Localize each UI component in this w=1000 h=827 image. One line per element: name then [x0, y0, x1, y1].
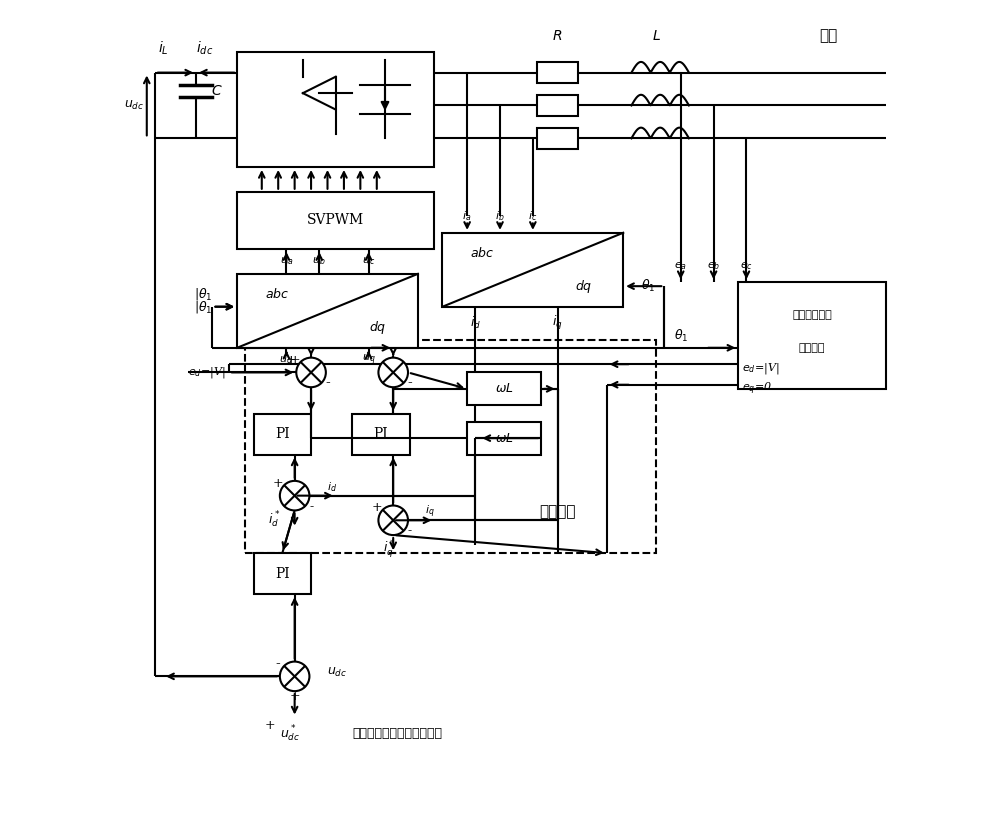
Text: $|\theta_1$: $|\theta_1$ [194, 299, 212, 315]
Bar [237, 52, 434, 167]
Text: 电网: 电网 [819, 28, 838, 43]
Text: $\omega L$: $\omega L$ [495, 382, 513, 395]
Text: $u_{dc}$: $u_{dc}$ [124, 99, 145, 112]
Bar [245, 340, 656, 553]
Text: $i_{dc}$: $i_{dc}$ [196, 39, 213, 57]
Circle shape [378, 505, 408, 535]
Bar [237, 192, 434, 249]
Bar [442, 232, 623, 307]
Text: +: + [371, 501, 382, 514]
Text: $\theta_1$: $\theta_1$ [674, 327, 688, 343]
Text: $abc$: $abc$ [470, 246, 494, 260]
Text: 外环直流测电压、功率因数: 外环直流测电压、功率因数 [352, 728, 442, 740]
Text: -: - [407, 376, 412, 390]
Text: $i^*_q$: $i^*_q$ [383, 538, 395, 560]
Text: 电压空间矢量: 电压空间矢量 [792, 310, 832, 320]
Text: +: + [273, 477, 284, 490]
Text: -: - [276, 657, 281, 671]
Text: $i_d$: $i_d$ [327, 480, 337, 495]
Text: $u_b$: $u_b$ [312, 256, 326, 267]
Bar [237, 274, 418, 348]
Bar [254, 414, 311, 455]
Text: 内环电流: 内环电流 [539, 504, 576, 519]
Text: +: + [289, 691, 300, 704]
Bar [537, 62, 578, 83]
Text: $dq$: $dq$ [575, 278, 592, 295]
Text: $i_L$: $i_L$ [158, 39, 169, 57]
Text: $L$: $L$ [652, 29, 661, 43]
Text: -: - [309, 500, 313, 513]
Text: $i_q$: $i_q$ [552, 314, 563, 332]
Bar [537, 95, 578, 116]
Bar [537, 128, 578, 149]
Text: $u_q$: $u_q$ [362, 353, 375, 367]
Bar [254, 553, 311, 595]
Text: $e_a$: $e_a$ [674, 260, 687, 271]
Text: $i_q$: $i_q$ [425, 504, 435, 520]
Text: $i_d$: $i_d$ [470, 315, 481, 331]
Bar [738, 282, 886, 389]
Text: PI: PI [374, 427, 388, 441]
Circle shape [280, 662, 309, 691]
Text: $e_c$: $e_c$ [740, 260, 753, 271]
Text: $\theta_1$: $\theta_1$ [641, 278, 655, 294]
Text: SVPWM: SVPWM [307, 213, 364, 227]
Text: $e_q$=0: $e_q$=0 [742, 380, 772, 397]
Text: +: + [289, 354, 300, 366]
Text: $u_c$: $u_c$ [362, 256, 375, 267]
Text: -: - [408, 524, 412, 538]
Text: $i_a$: $i_a$ [462, 209, 472, 223]
Text: $i_b$: $i_b$ [495, 209, 505, 223]
Circle shape [378, 357, 408, 387]
Text: +: + [285, 354, 296, 366]
Text: $e_d$=|V|: $e_d$=|V| [742, 361, 780, 375]
Text: $u_{dc}$: $u_{dc}$ [327, 666, 348, 679]
Text: $dq$: $dq$ [369, 319, 387, 337]
Bar [467, 422, 541, 455]
Bar [467, 372, 541, 405]
Text: $|\theta_1$: $|\theta_1$ [194, 286, 212, 303]
Text: $i^*_d$: $i^*_d$ [268, 510, 280, 530]
Text: $R$: $R$ [552, 29, 563, 43]
Text: $i_c$: $i_c$ [528, 209, 537, 223]
Bar [352, 414, 410, 455]
Circle shape [296, 357, 326, 387]
Text: $e_b$: $e_b$ [707, 260, 720, 271]
Text: 定向计算: 定向计算 [799, 342, 825, 353]
Text: PI: PI [275, 427, 290, 441]
Text: $u_a$: $u_a$ [280, 256, 293, 267]
Text: +: + [265, 719, 275, 732]
Text: $u^*_{dc}$: $u^*_{dc}$ [280, 724, 301, 744]
Text: $abc$: $abc$ [265, 287, 289, 301]
Text: $u_d$: $u_d$ [279, 354, 293, 366]
Text: PI: PI [275, 566, 290, 581]
Text: $C$: $C$ [211, 84, 222, 98]
Circle shape [280, 480, 309, 510]
Text: -: - [325, 376, 330, 390]
Text: $\omega L$: $\omega L$ [495, 432, 513, 445]
Text: $e_d$=|V|: $e_d$=|V| [188, 365, 225, 380]
